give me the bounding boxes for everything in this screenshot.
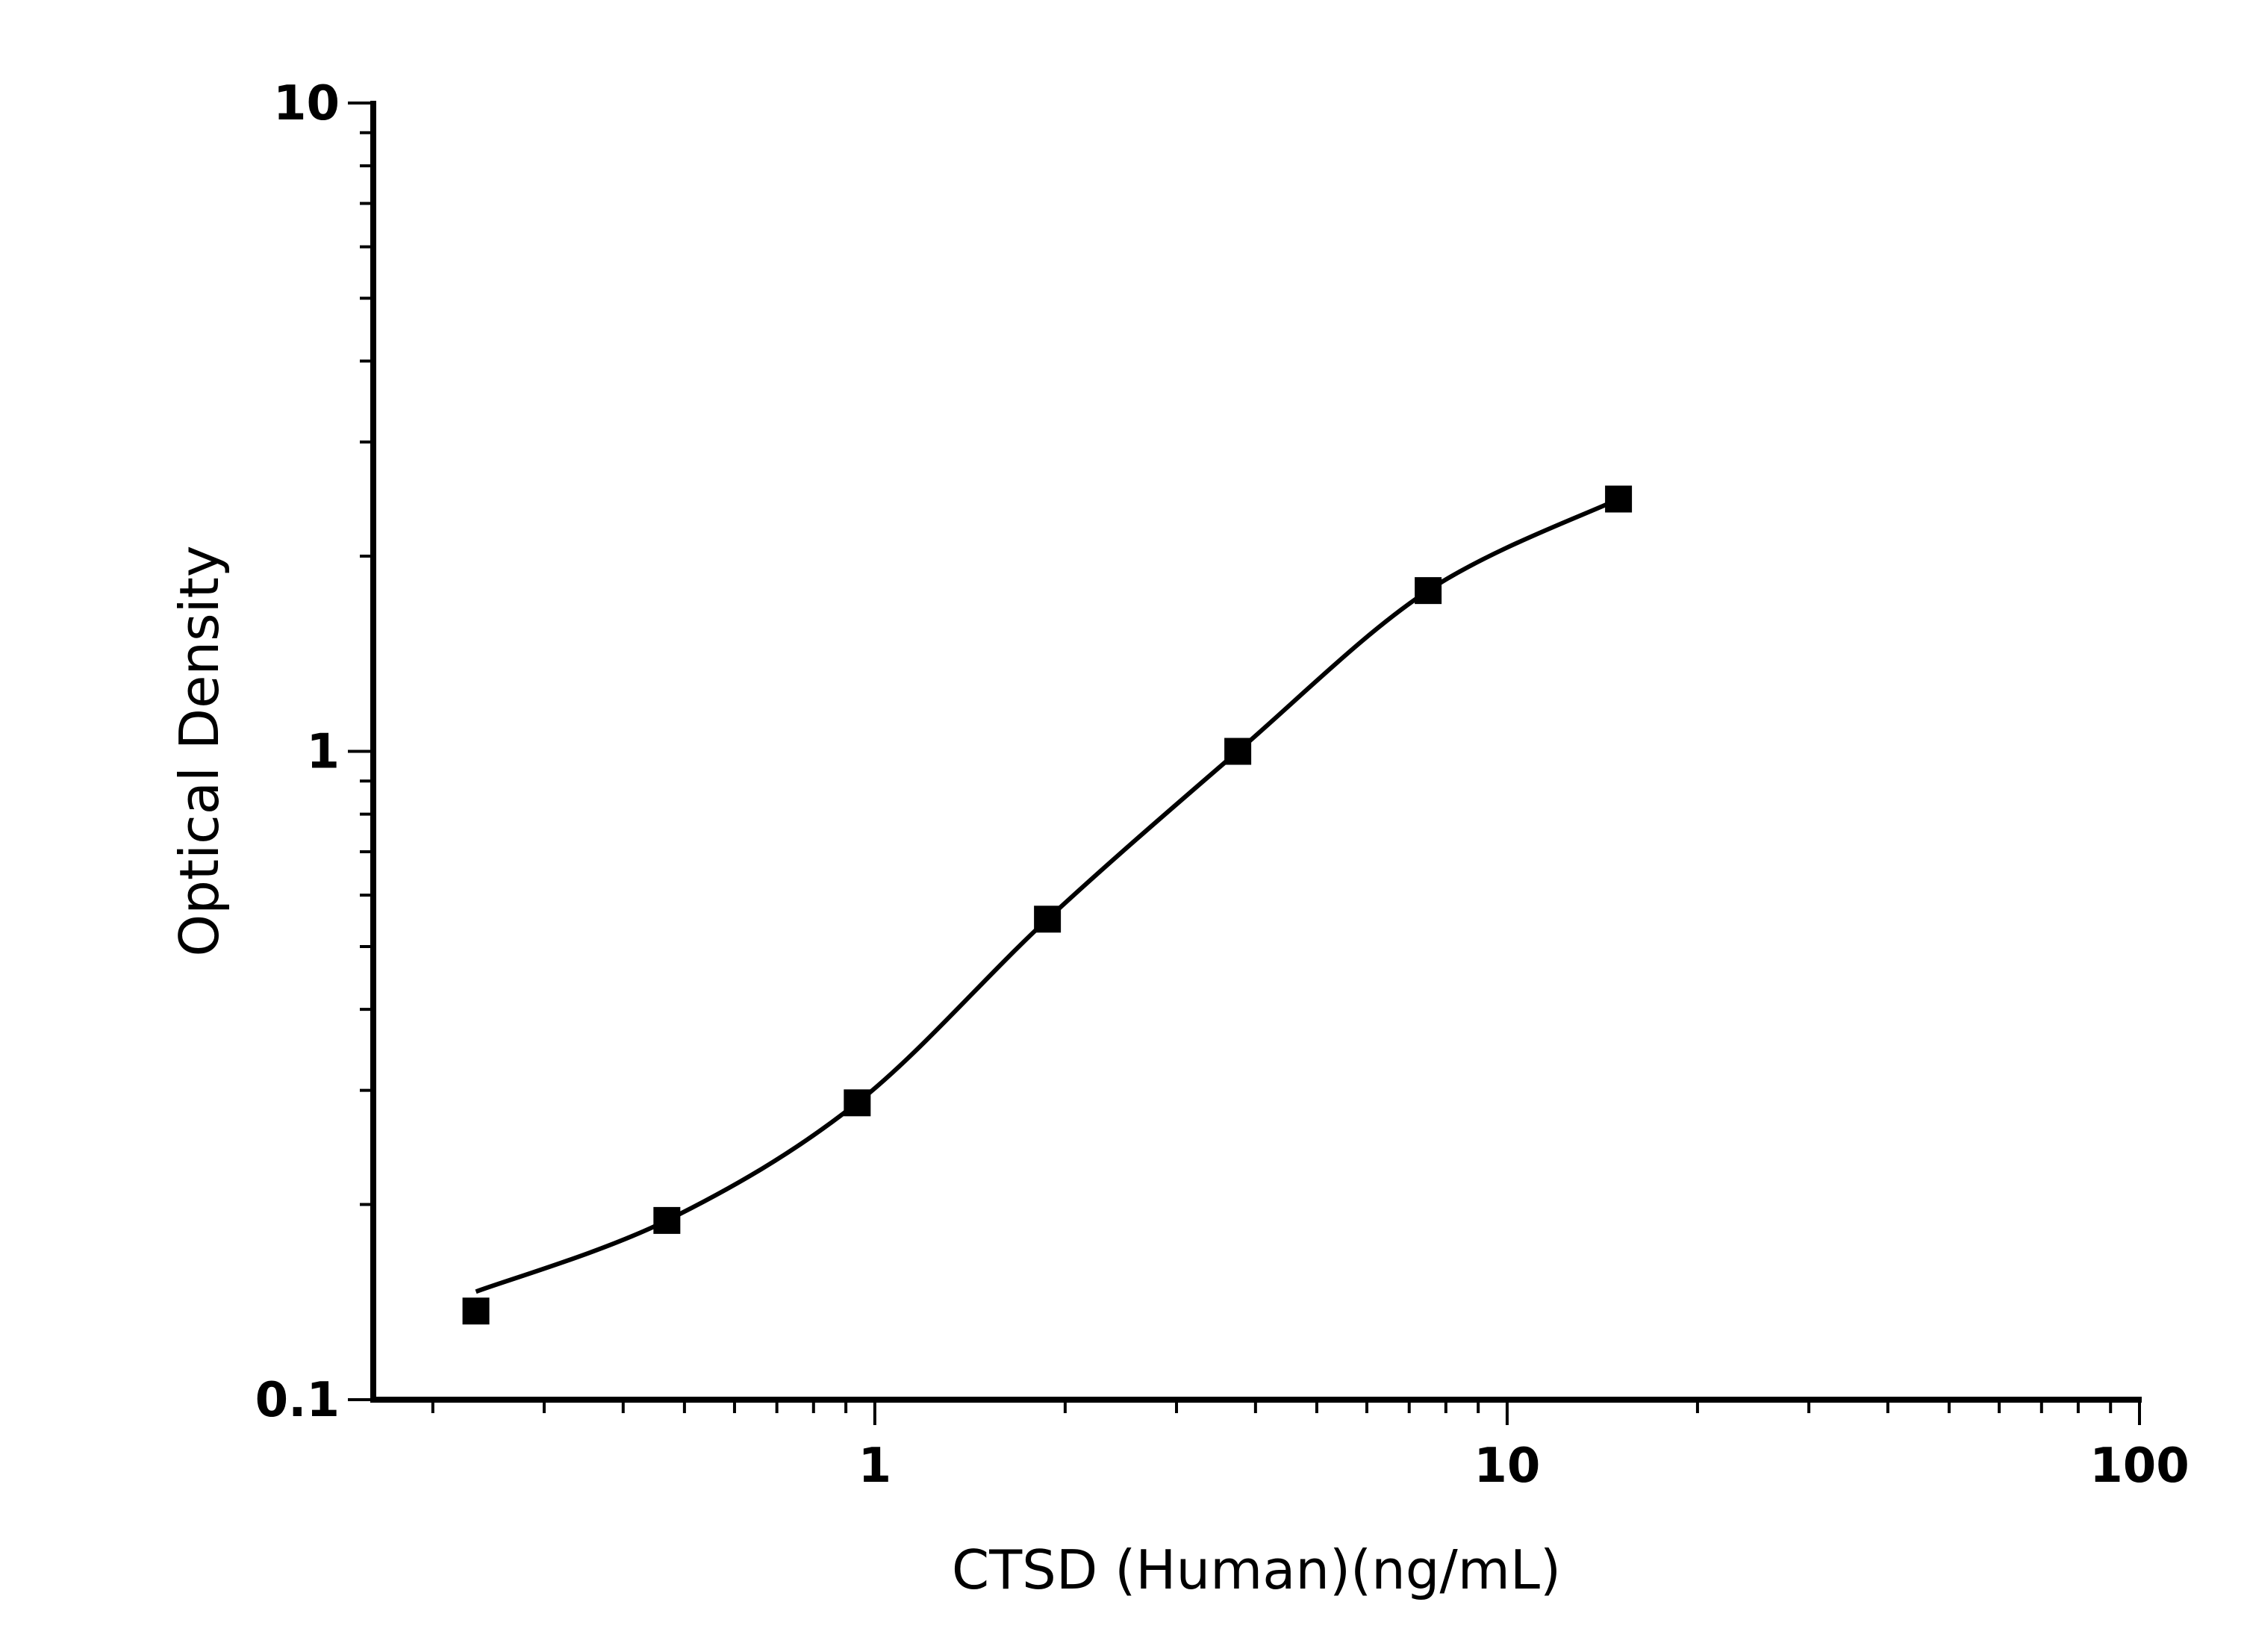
data-point bbox=[1415, 577, 1442, 605]
data-point bbox=[1224, 738, 1252, 765]
data-point bbox=[1034, 906, 1062, 933]
data-point bbox=[844, 1089, 871, 1117]
y-tick-label: 10 bbox=[273, 76, 340, 131]
y-tick-label: 1 bbox=[306, 725, 340, 780]
x-tick-label: 100 bbox=[2089, 1439, 2190, 1494]
x-tick-label: 1 bbox=[858, 1439, 892, 1494]
y-tick-label: 0.1 bbox=[255, 1373, 340, 1428]
data-point bbox=[653, 1206, 681, 1234]
x-axis-title: CTSD (Human)(ng/mL) bbox=[952, 1539, 1561, 1601]
data-point bbox=[462, 1297, 490, 1325]
y-axis-title: Optical Density bbox=[168, 546, 231, 957]
data-point bbox=[1605, 485, 1633, 513]
x-tick-label: 10 bbox=[1474, 1439, 1540, 1494]
fit-curve bbox=[475, 496, 1620, 1294]
data-points bbox=[462, 485, 1633, 1325]
axes: 1 10 100 0.1 1 10 bbox=[255, 76, 2190, 1494]
